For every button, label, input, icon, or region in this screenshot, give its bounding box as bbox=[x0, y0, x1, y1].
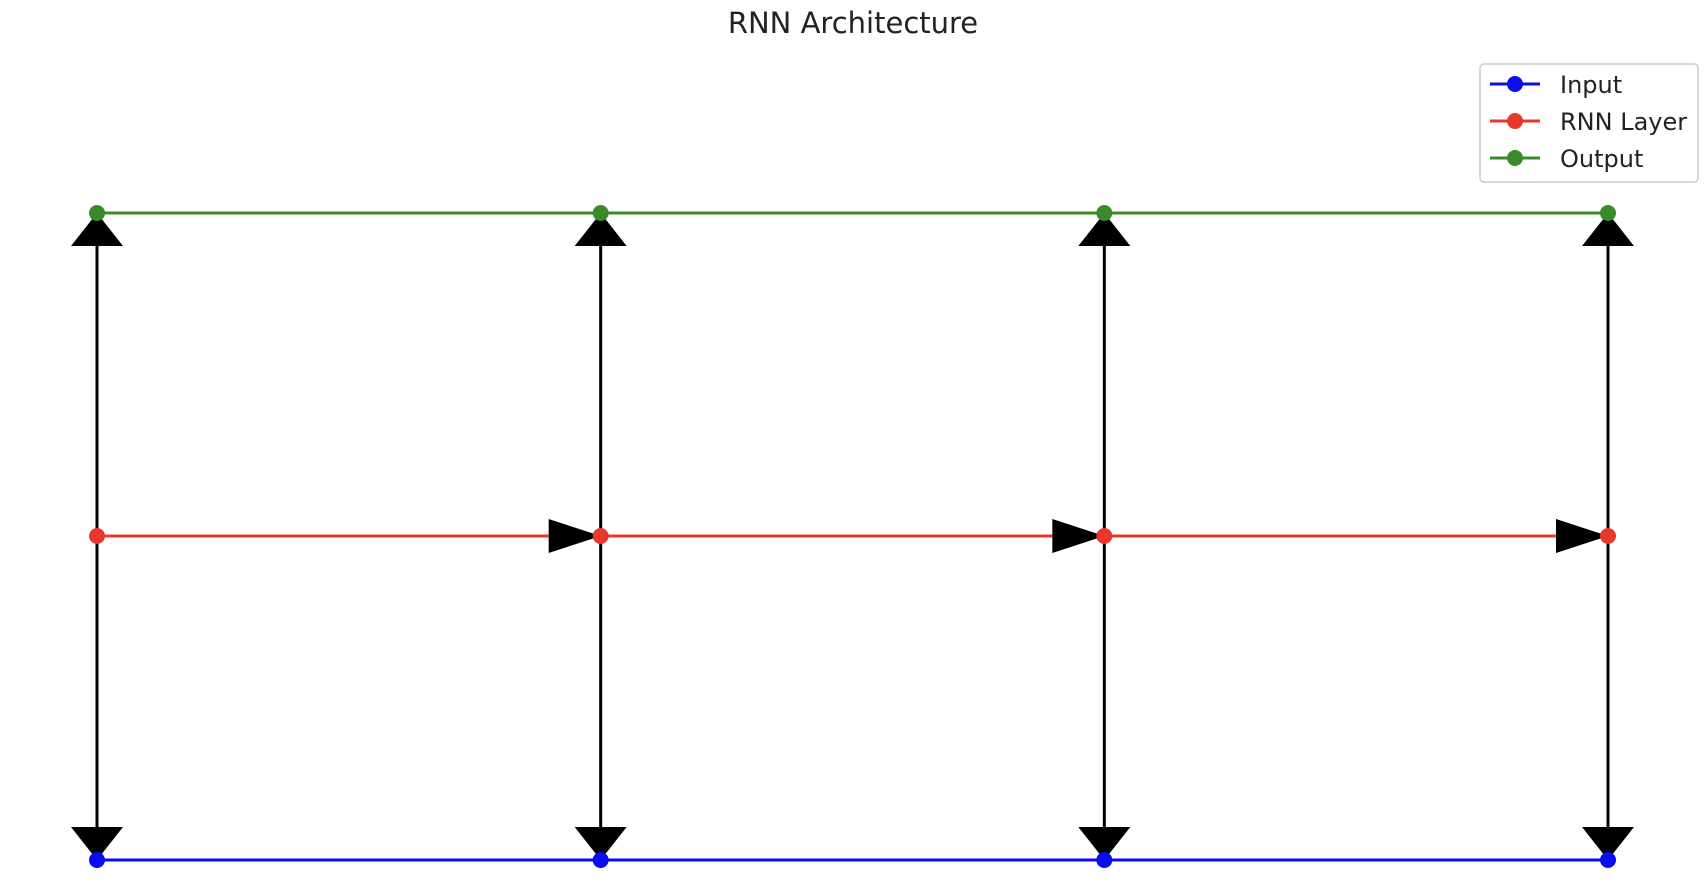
output-node-4 bbox=[1600, 205, 1616, 221]
output-arrowhead-2 bbox=[574, 213, 627, 246]
recurrent-arrowhead-4 bbox=[1556, 519, 1608, 553]
layer-lines bbox=[97, 211, 1608, 862]
recurrent-arrowhead-3 bbox=[1052, 519, 1105, 553]
legend-label-rnn-layer: RNN Layer bbox=[1560, 108, 1687, 136]
rnn-layer-node-4 bbox=[1600, 528, 1616, 544]
output-node-3 bbox=[1096, 205, 1113, 221]
rnn-layer-node-3 bbox=[1096, 528, 1113, 544]
legend-marker-input bbox=[1507, 76, 1523, 92]
legend-label-output: Output bbox=[1560, 145, 1643, 173]
legend-marker-rnn-layer bbox=[1507, 113, 1523, 129]
output-node-2 bbox=[592, 205, 609, 221]
input-arrowhead-2 bbox=[574, 827, 627, 860]
input-arrowhead-4 bbox=[1582, 827, 1634, 860]
output-arrowhead-1 bbox=[71, 213, 123, 246]
output-arrowhead-4 bbox=[1582, 213, 1634, 246]
arrows bbox=[71, 213, 1634, 860]
legend-label-input: Input bbox=[1560, 71, 1622, 99]
output-node-1 bbox=[89, 205, 105, 221]
legend-box bbox=[1479, 63, 1699, 183]
input-arrowhead-1 bbox=[71, 827, 123, 860]
nodes bbox=[89, 205, 1616, 868]
rnn-layer-node-2 bbox=[592, 528, 609, 544]
rnn-layer-node-1 bbox=[89, 528, 105, 544]
output-arrowhead-3 bbox=[1078, 213, 1131, 246]
input-node-2 bbox=[592, 852, 609, 868]
recurrent-arrowhead-2 bbox=[548, 519, 601, 553]
diagram-title: RNN Architecture bbox=[727, 6, 979, 40]
input-arrowhead-3 bbox=[1078, 827, 1131, 860]
legend-marker-output bbox=[1507, 150, 1523, 166]
input-node-1 bbox=[89, 852, 105, 868]
input-node-4 bbox=[1600, 852, 1616, 868]
legend: Input RNN Layer Output bbox=[1479, 63, 1699, 183]
input-node-3 bbox=[1096, 852, 1113, 868]
